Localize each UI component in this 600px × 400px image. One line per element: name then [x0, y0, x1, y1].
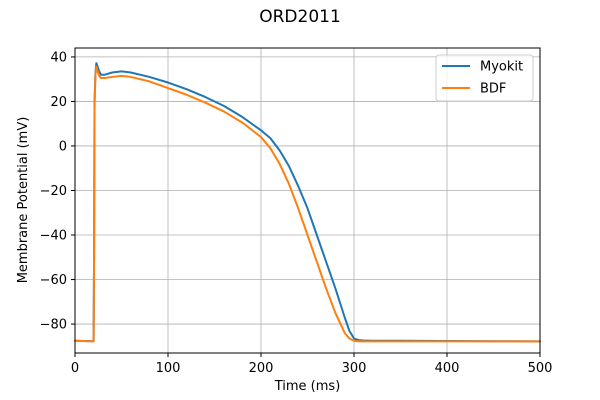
y-axis-label: Membrane Potential (mV): [16, 117, 31, 284]
y-tick-label: 0: [59, 139, 67, 154]
y-tick-label: −20: [40, 184, 67, 199]
y-gridlines: [75, 56, 540, 325]
x-tick-label: 100: [156, 361, 181, 376]
x-tick-label: 0: [71, 361, 79, 376]
x-tick-label: 400: [435, 361, 460, 376]
legend-label-myokit: Myokit: [480, 60, 523, 75]
x-axis-label: Time (ms): [274, 379, 341, 394]
y-tick-label: −80: [40, 318, 67, 333]
series-line-bdf: [74, 65, 541, 343]
chart-title: ORD2011: [259, 7, 341, 27]
y-tick-label: −60: [40, 273, 67, 288]
series-layer: [74, 62, 541, 343]
plot-frame: [74, 47, 541, 354]
legend-label-bdf: BDF: [480, 82, 506, 97]
x-axis-ticks: 0 100 200 300 400 500: [71, 353, 553, 376]
y-axis-ticks: −80 −60 −40 −20 0 20 40: [40, 50, 75, 333]
series-line-myokit: [74, 62, 541, 343]
x-tick-label: 500: [528, 361, 553, 376]
y-tick-label: 20: [50, 95, 67, 110]
y-tick-label: −40: [40, 229, 67, 244]
x-tick-label: 200: [249, 361, 274, 376]
y-tick-label: 40: [50, 50, 67, 65]
x-tick-label: 300: [342, 361, 367, 376]
legend: Myokit BDF: [435, 54, 534, 102]
